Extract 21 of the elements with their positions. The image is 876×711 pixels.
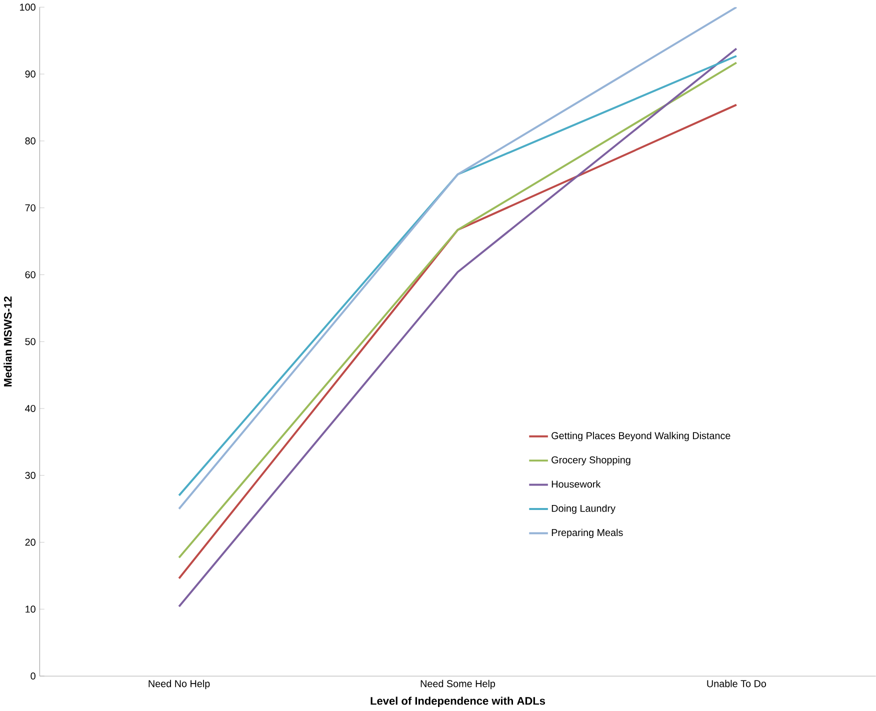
y-tick-label: 20 [25, 538, 36, 546]
x-tick-label: Unable To Do [707, 680, 766, 688]
y-axis-title: Median MSWS-12 [4, 296, 12, 387]
y-tick-label: 60 [25, 271, 36, 278]
legend-label: Doing Laundry [552, 504, 616, 514]
legend-label: Housework [552, 480, 601, 488]
x-tick-label: Need Some Help [420, 680, 496, 690]
y-tick-label: 80 [25, 138, 36, 145]
y-tick-label: 40 [25, 405, 36, 412]
y-tick-label: 100 [20, 4, 36, 11]
x-tick-label: Need No Help [148, 680, 210, 690]
y-tick-label: 30 [25, 472, 36, 480]
y-tick-label: 90 [25, 70, 36, 78]
y-tick-label: 10 [26, 606, 36, 613]
x-axis-title: Level of Independence with ADLs [370, 696, 546, 708]
y-tick-label: 0 [30, 672, 36, 680]
legend-label: Preparing Meals [552, 529, 623, 538]
y-tick-label: 50 [25, 338, 36, 346]
legend-label: Grocery Shopping [552, 456, 630, 466]
y-tick-label: 70 [25, 204, 36, 212]
legend-label: Getting Places Beyond Walking Distance [552, 432, 730, 442]
